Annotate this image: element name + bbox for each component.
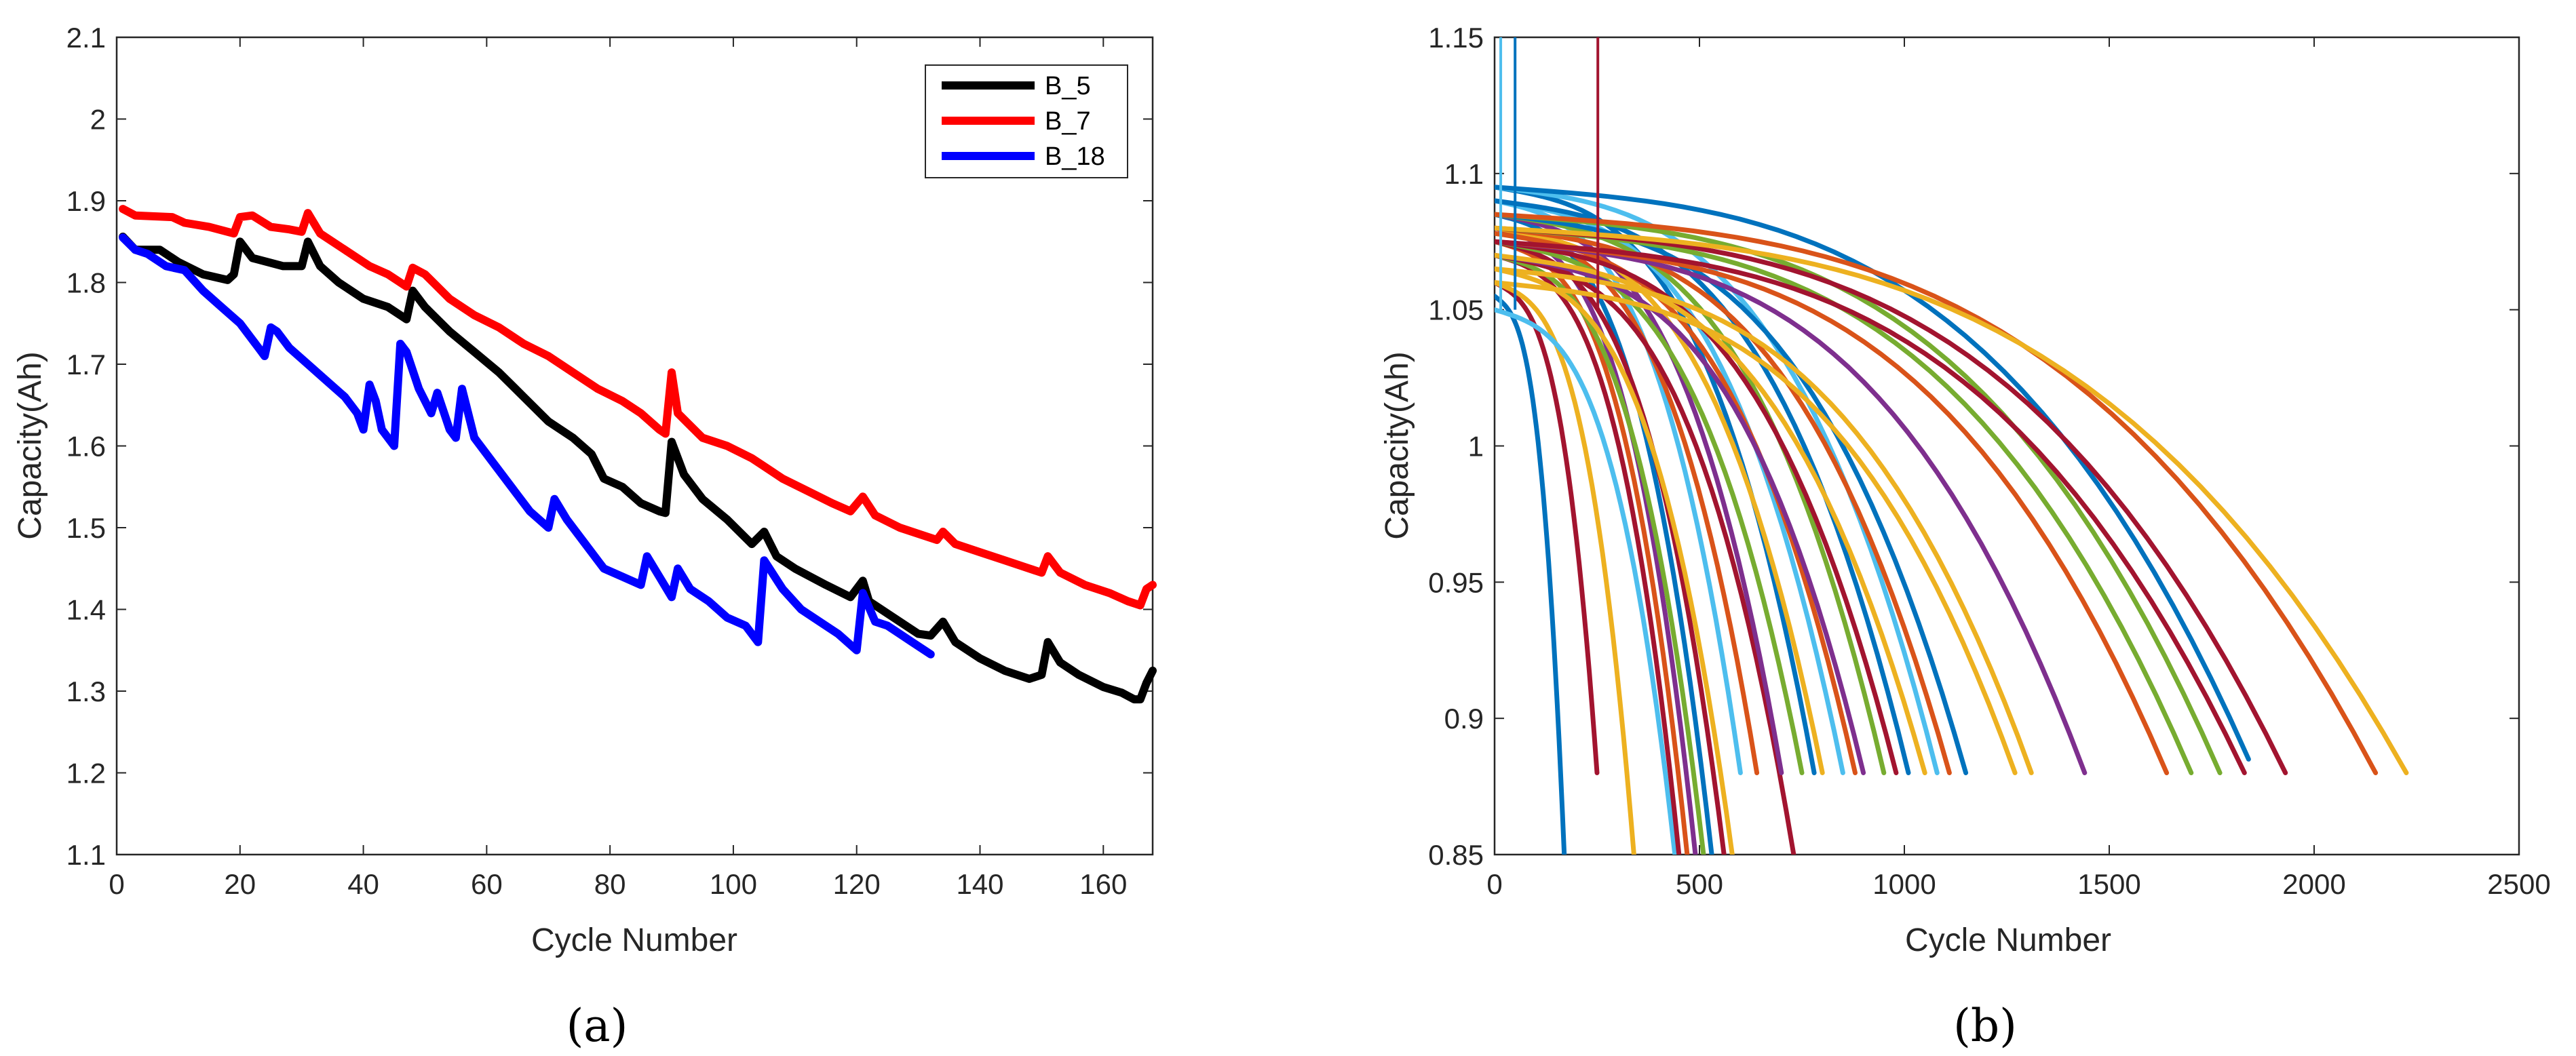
panel-a-xtick-label: 40 [347, 868, 379, 900]
panel-b-ylabel: Capacity(Ah) [1379, 351, 1415, 539]
cell-curve [1495, 212, 1969, 775]
cell-curve [1495, 252, 1796, 855]
panel-a-ytick-label: 1.7 [66, 349, 106, 380]
panel-a-ticks: 0 20 40 60 80 100 120 140 160 1.1 1.2 1.3 1.4 1.5 1.6 1… [66, 22, 1153, 900]
panel-b-xtick-label: 2000 [2282, 868, 2345, 900]
legend-label-b18: B_18 [1045, 142, 1105, 171]
legend-label-b7: B_7 [1045, 107, 1091, 136]
panel-b-ytick-label: 1 [1468, 431, 1484, 463]
cell-curve [1495, 294, 1567, 855]
panel-b-label: (b) [1953, 1000, 2017, 1052]
cell-curve [1495, 280, 1636, 855]
panel-b-xtick-label: 0 [1486, 868, 1502, 900]
cell-curve [1495, 252, 1706, 855]
panel-a-series [119, 205, 1157, 704]
panel-a-xtick-label: 20 [224, 868, 256, 900]
panel-a-legend: B_5 B_7 B_18 [925, 64, 1128, 178]
panel-b-series [1495, 37, 2409, 855]
cell-curve [1495, 225, 2409, 775]
panel-b-ytick-label: 0.9 [1444, 703, 1484, 735]
panel-a-ytick-label: 2.1 [66, 22, 106, 54]
cell-curve [1495, 239, 2247, 775]
cell-curve [1495, 212, 2379, 775]
panel-a-xlabel: Cycle Number [531, 922, 737, 958]
panel-a-xtick-label: 60 [471, 868, 503, 900]
cell-curve [1495, 239, 1805, 775]
panel-b-ytick-label: 0.95 [1428, 566, 1484, 598]
cell-curve [1495, 266, 2034, 775]
panel-a-xtick-label: 80 [594, 868, 626, 900]
cell-curve [1495, 198, 1911, 775]
panel-b-xtick-label: 500 [1676, 868, 1723, 900]
cell-curve [1495, 225, 1952, 775]
panel-b-ytick-label: 1.05 [1428, 294, 1484, 326]
panel-a-ytick-label: 2 [90, 104, 106, 136]
panel-a-ytick-label: 1.4 [66, 594, 106, 626]
cell-curve [1495, 266, 1735, 855]
series-line-b18 [119, 233, 935, 659]
panel-a-xtick-label: 0 [109, 868, 124, 900]
legend-entry-b5: B_5 [942, 72, 1091, 100]
panel-a-label: (a) [566, 1000, 628, 1052]
series-line-b5 [119, 233, 1157, 704]
panel-a-ytick-label: 1.2 [66, 758, 106, 789]
panel-b-ytick-label: 1.1 [1444, 158, 1484, 190]
panel-b-xlabel: Cycle Number [1905, 922, 2111, 958]
panel-a-ytick-label: 1.1 [66, 839, 106, 871]
legend-label-b5: B_5 [1045, 72, 1091, 100]
panel-a-xtick-label: 160 [1079, 868, 1127, 900]
panel-a-ytick-label: 1.3 [66, 676, 106, 707]
panel-a-ytick-label: 1.9 [66, 185, 106, 217]
panel-a-xtick-label: 140 [956, 868, 1003, 900]
panel-a-ylabel: Capacity(Ah) [12, 351, 48, 539]
panel-a-xtick-label: 100 [710, 868, 757, 900]
cell-curve [1495, 307, 1678, 855]
cell-curve [1495, 280, 1600, 775]
legend-entry-b18: B_18 [942, 142, 1105, 171]
cell-curve [1495, 239, 1727, 855]
cell-curve [1495, 280, 2018, 775]
panel-a-xtick-label: 120 [833, 868, 881, 900]
panel-a-ytick-label: 1.6 [66, 431, 106, 463]
panel-b-ytick-label: 0.85 [1428, 839, 1484, 871]
cell-curve [1495, 212, 1714, 855]
panel-a: 0 20 40 60 80 100 120 140 160 1.1 1.2 1.3 1.4 1.5 1.6 1… [12, 22, 1157, 1052]
panel-a-ytick-label: 1.8 [66, 267, 106, 299]
panel-b-ytick-label: 1.15 [1428, 22, 1484, 54]
panel-b-xtick-label: 1500 [2077, 868, 2140, 900]
panel-b-ticks: 0 500 1000 1500 2000 2500 0.85 0.9 0.95 1 1.05 1.1 1… [1428, 22, 2550, 900]
panel-b-xtick-label: 2500 [2487, 868, 2550, 900]
panel-b-xtick-label: 1000 [1872, 868, 1936, 900]
panel-b: 0 500 1000 1500 2000 2500 0.85 0.9 0.95 1 1.05 1.1 1… [1379, 22, 2551, 1052]
panel-a-ytick-label: 1.5 [66, 512, 106, 544]
cell-curve [1495, 212, 2223, 775]
legend-entry-b7: B_7 [942, 107, 1091, 136]
series-line-b7 [119, 205, 1157, 610]
